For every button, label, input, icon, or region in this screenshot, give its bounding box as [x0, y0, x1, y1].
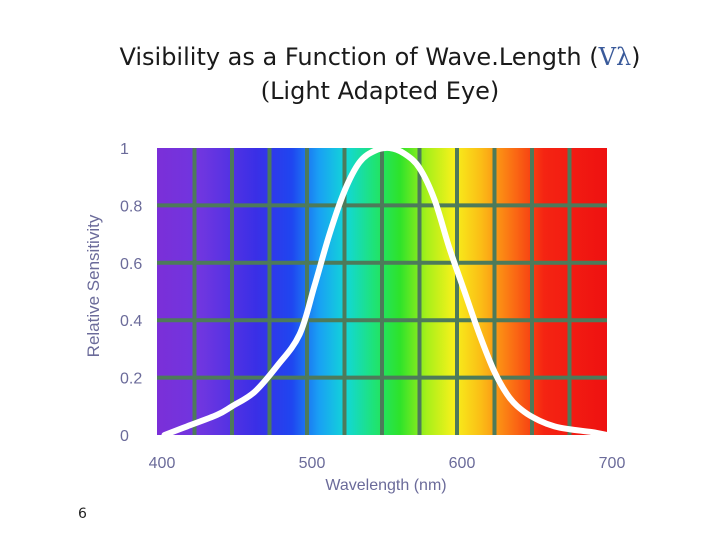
x-axis-label: Wavelength (nm) — [325, 477, 446, 494]
title-symbol: Vλ — [598, 43, 632, 71]
x-axis-ticks: 400 500 600 700 — [149, 455, 626, 472]
x-tick-label: 700 — [599, 455, 626, 472]
slide-number: 6 — [78, 506, 87, 522]
y-tick-label: 0.6 — [120, 256, 142, 273]
y-tick-label: 0.8 — [120, 198, 142, 215]
title-line-2-text: Light Adapted Eye) — [270, 77, 500, 105]
title-line-1-text: Visibility as a Function of Wave.Length … — [119, 43, 599, 71]
title-line-2: (Light Adapted Eye) — [60, 74, 700, 108]
y-axis-ticks: 0 0.2 0.4 0.6 0.8 1 — [120, 141, 142, 445]
y-tick-label: 1 — [120, 141, 129, 158]
y-tick-label: 0.4 — [120, 313, 142, 330]
grid-lines — [157, 148, 607, 435]
title-line-1-close: ) — [631, 43, 641, 71]
x-tick-label: 400 — [149, 455, 176, 472]
x-tick-label: 500 — [299, 455, 326, 472]
y-axis-label: Relative Sensitivity — [84, 214, 103, 357]
slide-title: Visibility as a Function of Wave.Length … — [60, 40, 700, 108]
title-line-2-open: ( — [260, 77, 271, 105]
title-line-1: Visibility as a Function of Wave.Length … — [60, 40, 700, 74]
y-tick-label: 0.2 — [120, 371, 142, 388]
y-tick-label: 0 — [120, 428, 129, 445]
x-tick-label: 600 — [449, 455, 476, 472]
sensitivity-curve — [161, 144, 610, 438]
